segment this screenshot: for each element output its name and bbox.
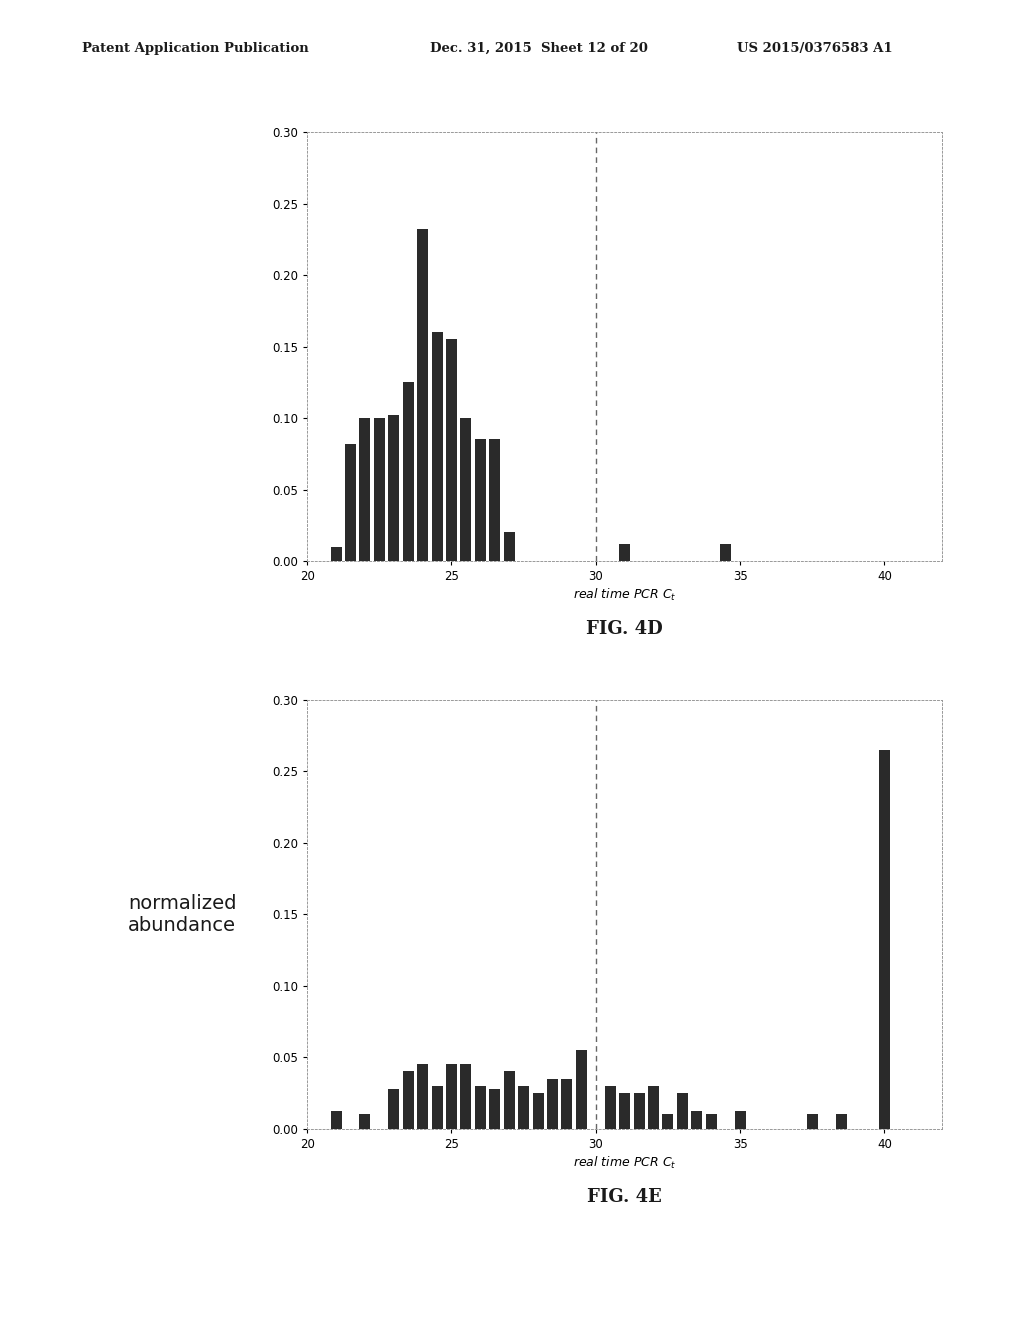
Bar [345,444,356,561]
Text: US 2015/0376583 A1: US 2015/0376583 A1 [737,42,893,55]
Bar [388,1089,399,1129]
X-axis label: real time PCR C$_t$: real time PCR C$_t$ [572,587,677,603]
Text: Dec. 31, 2015  Sheet 12 of 20: Dec. 31, 2015 Sheet 12 of 20 [430,42,648,55]
Bar [431,333,442,561]
Bar [575,1049,587,1129]
Bar [620,1093,630,1129]
Bar [359,418,371,561]
Bar [331,546,342,561]
Bar [417,1064,428,1129]
Bar [720,544,731,561]
Bar [461,418,471,561]
Bar [504,1072,515,1129]
Bar [605,1085,615,1129]
Bar [331,1111,342,1129]
Bar [879,750,890,1129]
Text: Patent Application Publication: Patent Application Publication [82,42,308,55]
X-axis label: real time PCR C$_t$: real time PCR C$_t$ [572,1155,677,1171]
Bar [374,418,385,561]
Bar [547,1078,558,1129]
Bar [461,1064,471,1129]
Bar [475,1085,485,1129]
Bar [417,230,428,561]
Bar [431,1085,442,1129]
Bar [706,1114,717,1129]
Bar [402,1072,414,1129]
Bar [446,339,457,561]
Bar [518,1085,529,1129]
Bar [504,532,515,561]
Bar [489,440,501,561]
Bar [475,440,485,561]
Text: normalized
abundance: normalized abundance [128,894,237,935]
Bar [388,416,399,561]
Bar [734,1111,745,1129]
Bar [691,1111,702,1129]
Bar [532,1093,544,1129]
Bar [836,1114,847,1129]
Bar [446,1064,457,1129]
Bar [359,1114,371,1129]
Bar [663,1114,674,1129]
Bar [489,1089,501,1129]
Text: FIG. 4E: FIG. 4E [588,1188,662,1206]
Text: FIG. 4D: FIG. 4D [587,620,663,639]
Bar [648,1085,659,1129]
Bar [620,544,630,561]
Bar [677,1093,688,1129]
Bar [402,383,414,561]
Bar [561,1078,572,1129]
Bar [807,1114,818,1129]
Bar [634,1093,644,1129]
